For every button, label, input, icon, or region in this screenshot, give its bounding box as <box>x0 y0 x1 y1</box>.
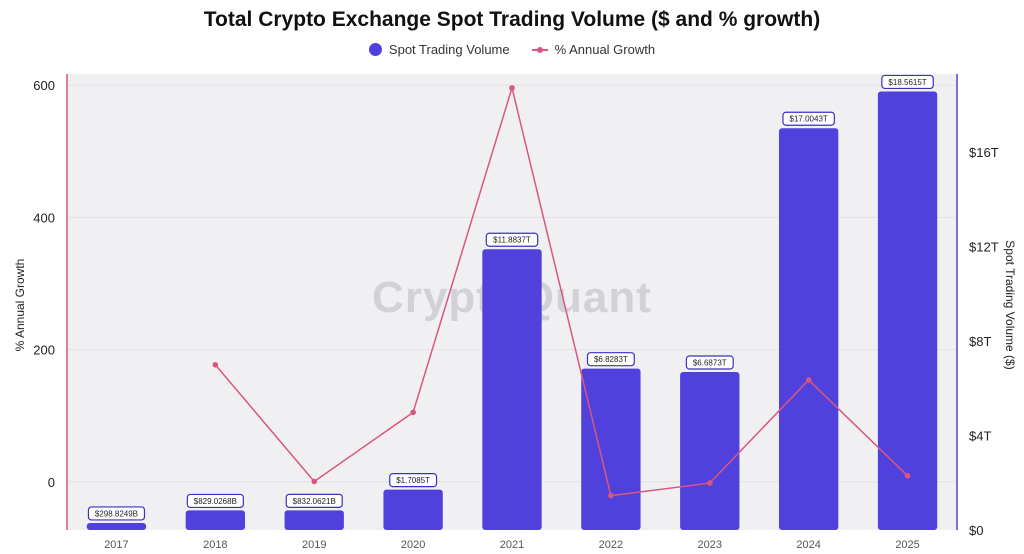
data-label-2024: $17.0043T <box>790 115 828 124</box>
x-tick-label: 2023 <box>698 539 722 551</box>
bar-2024 <box>779 128 839 531</box>
growth-point-2025 <box>904 473 911 479</box>
data-label-box <box>285 493 343 508</box>
x-tick-label: 2025 <box>895 539 919 551</box>
legend-swatch-growth <box>531 45 548 55</box>
y-left-axis-title: % Annual Growth <box>13 259 27 352</box>
growth-point-2019 <box>311 478 318 485</box>
y-left-tick-label: 200 <box>33 343 55 358</box>
bar-2023 <box>680 371 740 530</box>
x-tick-label: 2018 <box>203 539 227 551</box>
y-left-tick-label: 600 <box>33 78 55 93</box>
bar-2022 <box>581 368 641 530</box>
data-label-box <box>881 74 934 90</box>
bar-2017 <box>86 522 147 530</box>
data-label-box <box>782 111 835 126</box>
y-right-tick-label: $4T <box>969 428 991 443</box>
data-label-box <box>389 473 438 488</box>
growth-point-2018 <box>212 361 219 368</box>
x-tick-label: 2021 <box>500 539 524 551</box>
y-right-tick-label: $0 <box>969 523 983 538</box>
growth-line <box>214 85 909 497</box>
legend-swatch-volume <box>368 43 382 56</box>
growth-point-2020 <box>410 409 416 416</box>
data-label-2023: $6.6873T <box>693 358 727 367</box>
bar-2020 <box>383 489 443 530</box>
data-label-box <box>87 506 146 521</box>
bar-2018 <box>185 510 245 530</box>
growth-point-2021 <box>509 85 515 91</box>
data-label-box <box>186 493 244 509</box>
bar-2025 <box>877 91 938 531</box>
x-tick-label: 2022 <box>599 539 623 551</box>
legend-label-growth: % Annual Growth <box>554 42 656 57</box>
bar-2019 <box>284 510 344 530</box>
bar-2021 <box>482 249 542 531</box>
data-label-2019: $832.0621B <box>293 497 336 506</box>
growth-point-2022 <box>608 492 614 499</box>
legend-item-growth[interactable]: % Annual Growth <box>531 42 656 57</box>
growth-point-2024 <box>805 377 812 383</box>
legend-item-volume[interactable]: Spot Trading Volume <box>368 42 510 57</box>
x-tick-label: 2019 <box>302 539 326 551</box>
y-right-axis-title: Spot Trading Volume ($) <box>1003 240 1017 369</box>
data-label-2021: $11.8837T <box>493 236 531 245</box>
growth-point-2023 <box>706 480 713 486</box>
data-label-box <box>485 232 539 247</box>
data-label-2022: $6.8283T <box>594 355 628 364</box>
y-left-tick-label: 400 <box>33 210 55 225</box>
chart-title: Total Crypto Exchange Spot Trading Volum… <box>203 8 821 31</box>
data-label-2017: $298.8249B <box>95 509 138 518</box>
legend-label-volume: Spot Trading Volume <box>388 42 510 57</box>
data-label-box <box>586 352 635 367</box>
y-left-tick-label: 0 <box>48 475 55 490</box>
data-label-2018: $829.0268B <box>194 497 237 506</box>
data-label-box <box>685 355 734 370</box>
y-right-tick-label: $16T <box>969 145 999 160</box>
data-label-2025: $18.5615T <box>888 78 926 87</box>
chart-legend: Spot Trading Volume % Annual Growth <box>0 42 1024 57</box>
y-right-tick-label: $8T <box>969 334 991 349</box>
x-tick-label: 2017 <box>104 539 128 551</box>
x-tick-label: 2020 <box>401 539 425 551</box>
x-tick-label: 2024 <box>796 539 820 551</box>
data-label-2020: $1.7085T <box>396 476 430 485</box>
y-right-tick-label: $12T <box>969 239 999 254</box>
